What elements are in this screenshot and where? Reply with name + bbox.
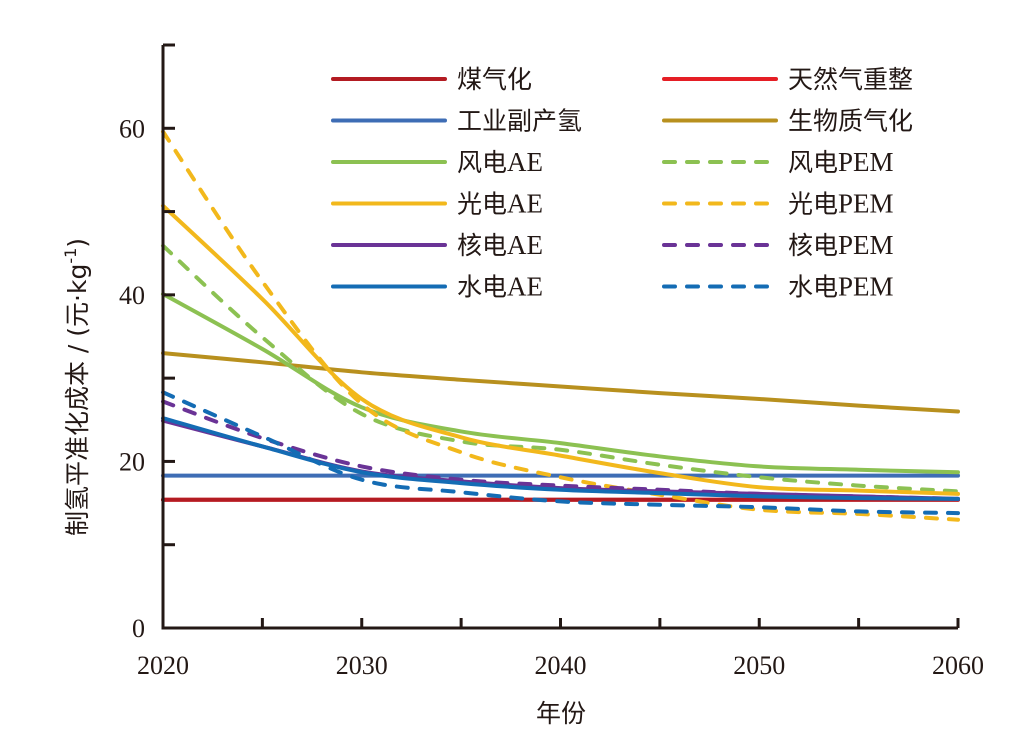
legend-label: 风电AE — [457, 147, 543, 177]
legend-label-cjk: 风电 — [457, 148, 507, 177]
series-line — [161, 243, 960, 494]
legend-label-latin: AE — [507, 230, 543, 260]
y-tick-label: 60 — [119, 114, 145, 143]
x-tick-label: 2020 — [137, 651, 189, 680]
legend-item: 风电PEM — [662, 147, 894, 177]
y-tick-label: 0 — [132, 614, 145, 643]
legend-label-latin: AE — [507, 189, 543, 219]
legend-label: 生物质气化 — [788, 107, 913, 136]
legend-label-latin: PEM — [838, 272, 894, 302]
series-line — [161, 292, 960, 475]
y-axis-title-tail: ) — [63, 238, 92, 248]
legend-item: 光电PEM — [662, 189, 894, 219]
x-tick-label: 2060 — [932, 651, 984, 680]
series-layer — [161, 129, 960, 522]
legend-label: 煤气化 — [457, 65, 532, 94]
series-line — [161, 418, 960, 501]
legend-label-cjk: 核电 — [788, 231, 838, 260]
legend-item: 天然气重整 — [662, 65, 913, 94]
legend-item: 光电AE — [331, 189, 543, 219]
legend-label-cjk: 光电 — [457, 190, 507, 219]
x-tick-label: 2050 — [733, 651, 785, 680]
legend-item: 生物质气化 — [662, 107, 913, 136]
legend-label: 光电AE — [457, 189, 543, 219]
legend-label-cjk: 光电 — [788, 190, 838, 219]
legend-label-latin: AE — [507, 147, 543, 177]
legend-label: 天然气重整 — [788, 65, 913, 94]
y-axis-title-sup: -1 — [61, 248, 80, 264]
legend-label: 工业副产氢 — [457, 107, 582, 136]
series-line — [161, 203, 960, 496]
legend-item: 工业副产氢 — [331, 107, 582, 136]
legend-label-cjk: 水电 — [457, 273, 507, 302]
x-axis-title: 年份 — [536, 699, 586, 728]
y-axis-title-main: 制氢平准化成本 / (元·kg — [63, 264, 92, 536]
legend-item: 核电PEM — [662, 230, 894, 260]
legend-label-cjk: 核电 — [457, 231, 507, 260]
series-line — [161, 390, 960, 516]
y-axis-title: 制氢平准化成本 / (元·kg-1) — [61, 238, 92, 536]
legend-label: 光电PEM — [788, 189, 894, 219]
legend-item: 水电PEM — [662, 272, 894, 302]
legend-label-latin: PEM — [838, 147, 894, 177]
legend-label-latin: PEM — [838, 189, 894, 219]
legend-label: 水电AE — [457, 272, 543, 302]
y-ticks: 0 20 40 60 — [119, 43, 175, 643]
legend-label: 核电PEM — [788, 230, 894, 260]
legend-label: 核电AE — [457, 230, 543, 260]
x-tick-label: 2040 — [535, 651, 587, 680]
legend-label-cjk: 煤气化 — [457, 65, 532, 94]
series-line — [161, 129, 960, 522]
y-tick-label: 40 — [119, 281, 145, 310]
legend-item: 风电AE — [331, 147, 543, 177]
legend-label-cjk: 工业副产氢 — [457, 107, 582, 136]
series-line — [161, 416, 960, 501]
legend-label-cjk: 生物质气化 — [788, 107, 913, 136]
legend-label: 水电PEM — [788, 272, 894, 302]
x-ticks: 2020 2030 2040 2050 2060 — [137, 618, 984, 680]
legend-label-cjk: 水电 — [788, 273, 838, 302]
y-tick-label: 20 — [119, 447, 145, 476]
legend-label-latin: PEM — [838, 230, 894, 260]
legend-item: 核电AE — [331, 230, 543, 260]
legend-label-latin: AE — [507, 272, 543, 302]
legend-item: 水电AE — [331, 272, 543, 302]
legend-label-cjk: 风电 — [788, 148, 838, 177]
x-tick-label: 2030 — [336, 651, 388, 680]
legend-label-cjk: 天然气重整 — [788, 65, 913, 94]
legend-item: 煤气化 — [331, 65, 532, 94]
legend-label: 风电PEM — [788, 147, 894, 177]
